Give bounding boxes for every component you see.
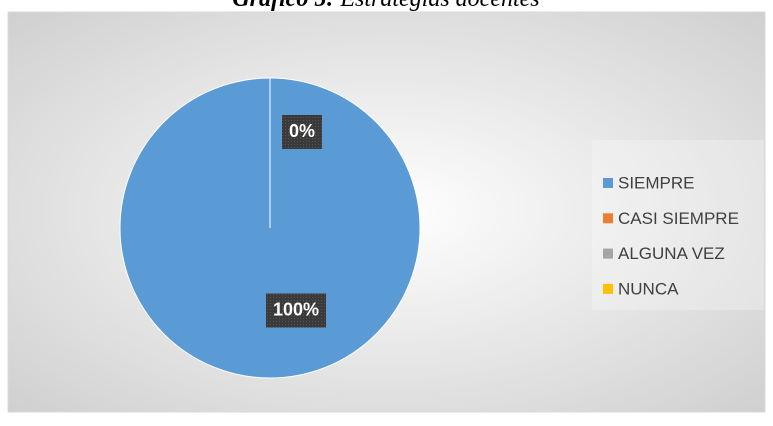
data-label: 0%: [281, 115, 323, 149]
data-label-box: [265, 293, 327, 328]
legend-box: [592, 140, 764, 310]
legend-swatch: [603, 213, 613, 224]
legend-label: CASI SIEMPRE: [618, 209, 739, 228]
chart-title: Gráfico 5: Estrategias docentes: [232, 0, 539, 12]
legend-swatch: [603, 178, 613, 188]
legend-swatch: [603, 283, 613, 294]
legend-swatch: [603, 248, 613, 259]
title-text: Estrategias docentes: [339, 0, 539, 12]
legend-label: SIEMPRE: [618, 173, 695, 192]
data-label-box: [281, 115, 323, 149]
data-label-text: 0%: [289, 121, 315, 141]
legend-label: NUNCA: [618, 279, 679, 298]
data-label-text: 100%: [273, 299, 319, 319]
data-label: 100%: [265, 293, 327, 328]
figure-label: Gráfico 5:: [232, 0, 334, 12]
legend-label: ALGUNA VEZ: [618, 244, 725, 263]
